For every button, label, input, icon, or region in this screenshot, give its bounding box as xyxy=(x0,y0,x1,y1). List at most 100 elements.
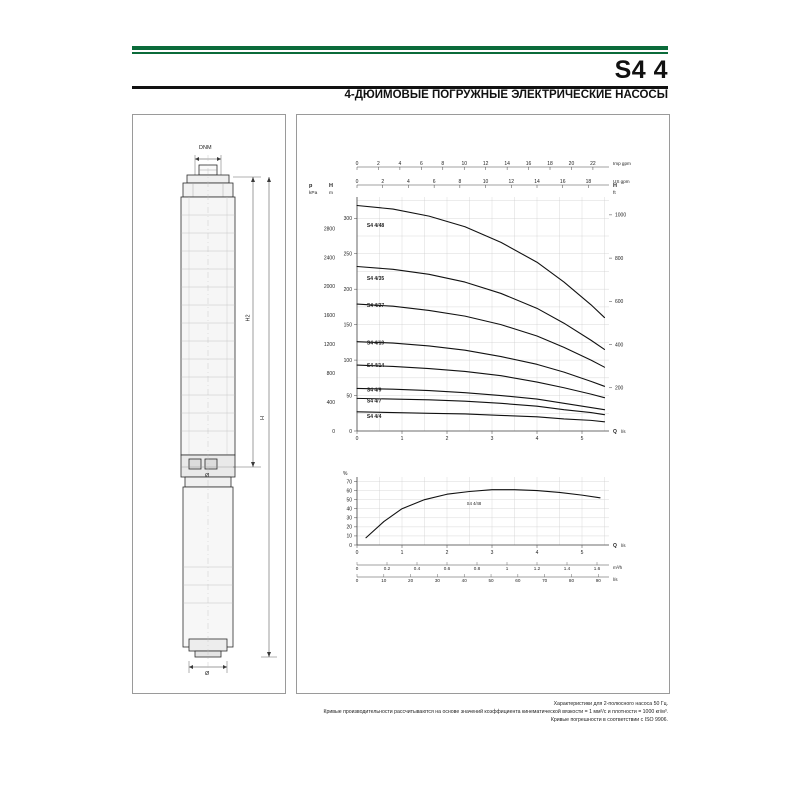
axis-tick-label-impgpm: 18 xyxy=(547,161,553,167)
axis-tick-label-impgpm: 12 xyxy=(483,161,489,167)
footer-note-3: Кривые погрешности в соответствии с ISO … xyxy=(550,717,668,723)
axis-tick-label-kpa: 2400 xyxy=(324,255,335,261)
eff-axis-tick-label: 30 xyxy=(346,516,352,522)
dim-label-dnm: DNM xyxy=(199,145,212,151)
eff-axis-tick-label: 20 xyxy=(346,525,352,531)
dim-label-diameter-bottom: Ø xyxy=(205,671,210,677)
footer-notes: Характеристики для 2-полюсного насоса 50… xyxy=(323,700,668,724)
axis-tick-label-usgpm: 10 xyxy=(483,179,489,185)
eff-axis-tick-label-ls: 3 xyxy=(491,550,494,556)
performance-chart-panel: 0 2 4 6 8 10 12 14 16 18 20 22 0 2 4 6 8 10 12 14 16 18 Imp gp… xyxy=(296,114,670,694)
axis-tick-label-kpa: 2800 xyxy=(324,226,335,232)
axis-tick-label-impgpm: 2 xyxy=(377,161,380,167)
axis-tick-label-usgpm: 2 xyxy=(381,179,384,185)
eff-axis-tick-label-row2: 1.4 xyxy=(564,566,571,571)
axis-tick-label-ls: 3 xyxy=(491,436,494,442)
axis-tick-label-kpa: 1600 xyxy=(324,313,335,319)
curve-label: S4 4/14 xyxy=(367,363,384,369)
eff-axis-unit-ls2: l/s xyxy=(613,577,618,582)
axis-tick-label-impgpm: 8 xyxy=(441,161,444,167)
axis-tick-label-impgpm: 20 xyxy=(569,161,575,167)
eff-axis-tick-label-row2: 0.6 xyxy=(444,566,451,571)
axis-tick-label-ls: 5 xyxy=(581,436,584,442)
axis-tick-label-usgpm: 6 xyxy=(433,179,436,185)
axis-tick-label-m: 250 xyxy=(344,252,353,258)
curve-label: S4 4/35 xyxy=(367,276,384,282)
eff-axis-tick-label-ls: 2 xyxy=(446,550,449,556)
header-accent-rule xyxy=(132,46,668,50)
eff-axis-unit-ls: l/s xyxy=(621,543,626,548)
pump-drawing: DNM H2 H Ø Ø xyxy=(133,115,285,693)
axis-tick-label-kpa: 1200 xyxy=(324,342,335,348)
curve-label: S4 4/27 xyxy=(367,303,384,309)
axis-tick-label-usgpm: 14 xyxy=(534,179,540,185)
curve-s4-4-4 xyxy=(356,411,606,423)
dim-label-h2: H2 xyxy=(245,314,252,322)
axis-tick-label-m: 200 xyxy=(344,287,353,293)
axis-unit-usgpm: US gpm xyxy=(613,179,630,184)
curve-s4-4-27 xyxy=(356,303,606,368)
axis-tick-label-usgpm: 16 xyxy=(560,179,566,185)
eff-axis-tick-label: 70 xyxy=(346,479,352,485)
curve-label: S4 4/7 xyxy=(367,399,382,405)
axis-unit-ft: ft xyxy=(613,190,616,196)
eff-axis-tick-label-ls: 5 xyxy=(581,550,584,556)
eff-axis-tick-label: 40 xyxy=(346,507,352,513)
axis-tick-label-m: 0 xyxy=(349,429,352,435)
curve-s4-4-14 xyxy=(356,364,606,399)
eff-axis-tick-label: 50 xyxy=(346,497,352,503)
axis-tick-label-kpa: 400 xyxy=(327,400,336,406)
axis-tick-label-ft: 600 xyxy=(615,299,624,305)
eff-axis-tick-label-ls: 0 xyxy=(356,550,359,556)
performance-charts: 0 2 4 6 8 10 12 14 16 18 20 22 0 2 4 6 8 10 12 14 16 18 Imp gp… xyxy=(297,115,669,693)
eff-axis-tick-label-row3: 70 xyxy=(542,578,548,583)
axis-unit-m: m xyxy=(329,191,333,196)
axis-title-q: Q xyxy=(613,429,617,435)
footer-note-2: Кривые производительности рассчитываются… xyxy=(323,709,668,715)
footer-note-1: Характеристики для 2-полюсного насоса 50… xyxy=(553,701,668,707)
axis-tick-label-impgpm: 0 xyxy=(356,161,359,167)
drawing-panel: DNM H2 H Ø Ø xyxy=(132,114,286,694)
axis-tick-label-usgpm: 12 xyxy=(509,179,515,185)
axis-unit-impgpm: Imp gpm xyxy=(613,161,631,166)
curve-s4-4-9 xyxy=(356,387,606,411)
axis-tick-label-ft: 400 xyxy=(615,342,624,348)
axis-tick-label-impgpm: 6 xyxy=(420,161,423,167)
axis-title-h: H xyxy=(329,183,333,189)
eff-axis-tick-label: 60 xyxy=(346,488,352,494)
axis-tick-label-impgpm: 4 xyxy=(399,161,402,167)
axis-tick-label-ft: 1000 xyxy=(615,213,626,219)
eff-axis-tick-label-row3: 30 xyxy=(435,578,441,583)
eff-axis-tick-label-row3: 10 xyxy=(381,578,387,583)
axis-title-h-right: H xyxy=(613,183,617,189)
eff-axis-tick-label-row3: 40 xyxy=(462,578,468,583)
eff-axis-tick-label-row3: 90 xyxy=(596,578,602,583)
curve-s4-4-7 xyxy=(356,397,606,416)
axis-tick-label-ls: 0 xyxy=(356,436,359,442)
axis-tick-label-m: 100 xyxy=(344,358,353,364)
eff-axis-tick-label-ls: 4 xyxy=(536,550,539,556)
eff-curve-label: S4 4/48 xyxy=(467,501,482,506)
axis-tick-label-m: 150 xyxy=(344,322,353,328)
dim-label-h: H xyxy=(259,416,266,420)
curve-label: S4 4/9 xyxy=(367,387,382,393)
eff-curve xyxy=(365,489,601,539)
dim-label-diameter: Ø xyxy=(205,473,210,479)
eff-axis-tick-label-row2: 1.2 xyxy=(534,566,541,571)
eff-axis-tick-label-row2: 0 xyxy=(356,566,359,571)
curve-s4-4-48 xyxy=(356,204,606,319)
eff-axis-tick-label-row2: 1 xyxy=(506,566,509,571)
axis-tick-label-ls: 1 xyxy=(401,436,404,442)
axis-tick-label-ft: 800 xyxy=(615,256,624,262)
eff-axis-tick-label-row3: 80 xyxy=(569,578,575,583)
eff-axis-tick-label-ls: 1 xyxy=(401,550,404,556)
curve-s4-4-35 xyxy=(356,265,606,351)
eff-axis-tick-label-row2: 0.2 xyxy=(384,566,391,571)
eff-axis-tick-label-row2: 0.4 xyxy=(414,566,421,571)
eff-axis-tick-label: 10 xyxy=(346,534,352,540)
axis-tick-label-kpa: 800 xyxy=(327,371,336,377)
curve-label: S4 4/48 xyxy=(367,223,384,229)
axis-tick-label-impgpm: 16 xyxy=(526,161,532,167)
